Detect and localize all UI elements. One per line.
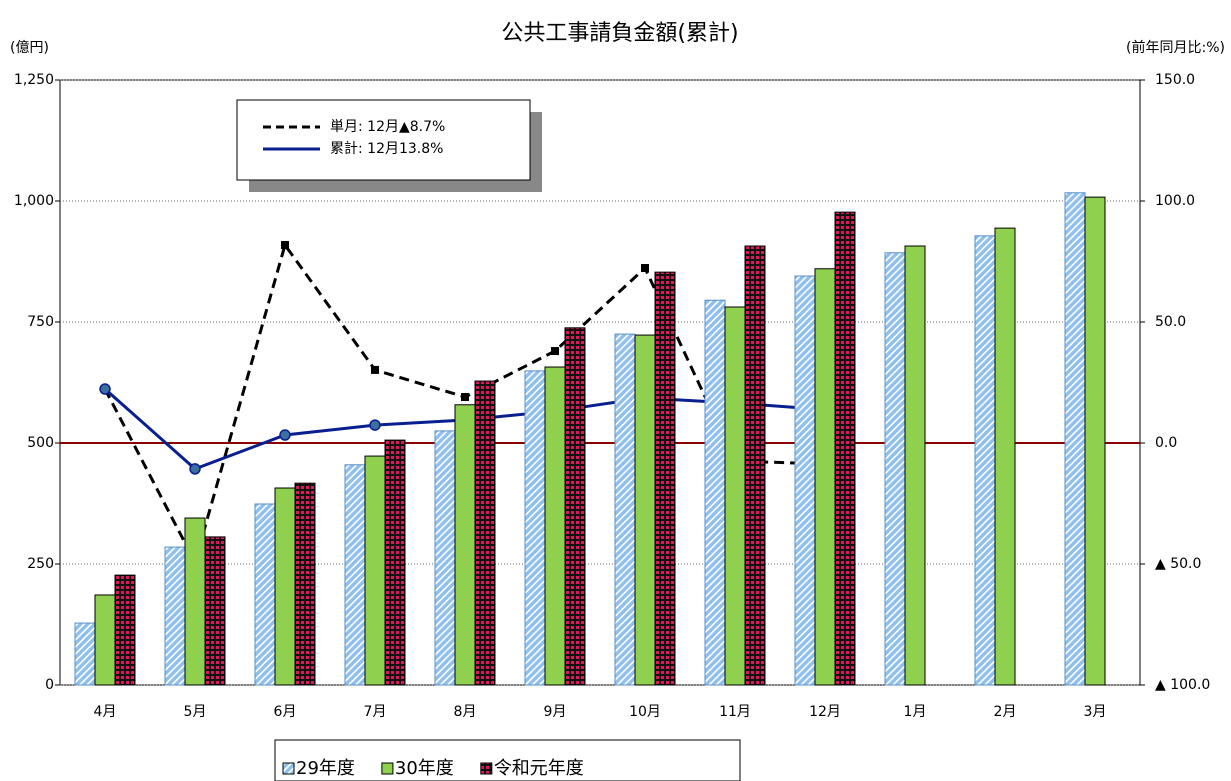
bar [474, 380, 496, 686]
x-tick-label: 5月 [184, 704, 207, 720]
y2-tick-label: ▲ 100.0 [1155, 677, 1210, 693]
bar [904, 245, 926, 686]
marker [369, 419, 381, 431]
bar [974, 235, 996, 686]
bar [254, 503, 276, 686]
bar [364, 455, 386, 686]
bar [1084, 196, 1106, 686]
bar [204, 536, 226, 686]
x-tick-label: 1月 [904, 704, 927, 720]
y-tick-label: 500 [27, 435, 54, 451]
bar [274, 487, 296, 686]
bar [434, 430, 456, 686]
bar [1064, 192, 1086, 686]
bar [794, 275, 816, 686]
line-legend [236, 99, 531, 181]
y2-axis-label: (前年同月比:%) [1126, 39, 1225, 56]
x-tick-label: 2月 [994, 704, 1017, 720]
bar [834, 211, 856, 686]
legend-swatch [282, 762, 295, 775]
bar [454, 404, 476, 686]
bar [164, 546, 186, 686]
x-tick-label: 10月 [629, 704, 661, 720]
bar [814, 268, 836, 686]
bar [724, 306, 746, 686]
bar [544, 366, 566, 686]
bar [184, 517, 206, 686]
legend-label: 30年度 [395, 758, 454, 779]
bar [384, 439, 406, 686]
bar [994, 227, 1016, 686]
marker [99, 383, 111, 395]
bar [294, 482, 316, 686]
plot-area [59, 79, 1141, 686]
y-tick-label: 1,000 [14, 193, 54, 209]
bar [524, 370, 546, 686]
y-tick-label: 1,250 [14, 72, 54, 88]
x-tick-label: 8月 [454, 704, 477, 720]
legend-label: 29年度 [296, 758, 355, 779]
x-tick-label: 4月 [94, 704, 117, 720]
y2-tick-label: 50.0 [1155, 314, 1186, 330]
bar [344, 464, 366, 686]
chart-title: 公共工事請負金額(累計) [501, 21, 738, 46]
marker [279, 429, 291, 441]
x-tick-label: 9月 [544, 704, 567, 720]
y-axis-label: (億円) [10, 40, 49, 56]
legend-swatch [381, 762, 394, 775]
bar [614, 333, 636, 686]
bar-legend [274, 739, 741, 781]
x-tick-label: 6月 [274, 704, 297, 720]
x-tick-label: 7月 [364, 704, 387, 720]
x-tick-label: 11月 [719, 704, 751, 720]
marker [371, 365, 379, 374]
legend-label: 単月: 12月▲8.7% [330, 119, 445, 135]
marker [551, 347, 559, 356]
bar [74, 622, 96, 686]
legend-label: 累計: 12月13.8% [330, 141, 443, 157]
bar [94, 594, 116, 686]
bar [564, 327, 586, 686]
y-tick-label: 750 [27, 314, 54, 330]
y2-tick-label: ▲ 50.0 [1155, 556, 1201, 572]
y2-tick-label: 0.0 [1155, 435, 1177, 451]
marker [189, 463, 201, 475]
x-tick-label: 3月 [1084, 704, 1107, 720]
bar [654, 271, 676, 686]
y-tick-label: 0 [45, 677, 54, 693]
bar [634, 334, 656, 686]
legend-swatch [480, 762, 493, 775]
y-tick-label: 250 [27, 556, 54, 572]
y2-tick-label: 150.0 [1155, 72, 1195, 88]
x-tick-label: 12月 [809, 704, 841, 720]
bar [704, 299, 726, 686]
marker [461, 393, 469, 402]
legend-label: 令和元年度 [494, 758, 584, 779]
bar [884, 252, 906, 686]
marker [281, 241, 289, 250]
y2-tick-label: 100.0 [1155, 193, 1195, 209]
marker [641, 264, 649, 273]
bar [114, 574, 136, 686]
bar [744, 245, 766, 686]
